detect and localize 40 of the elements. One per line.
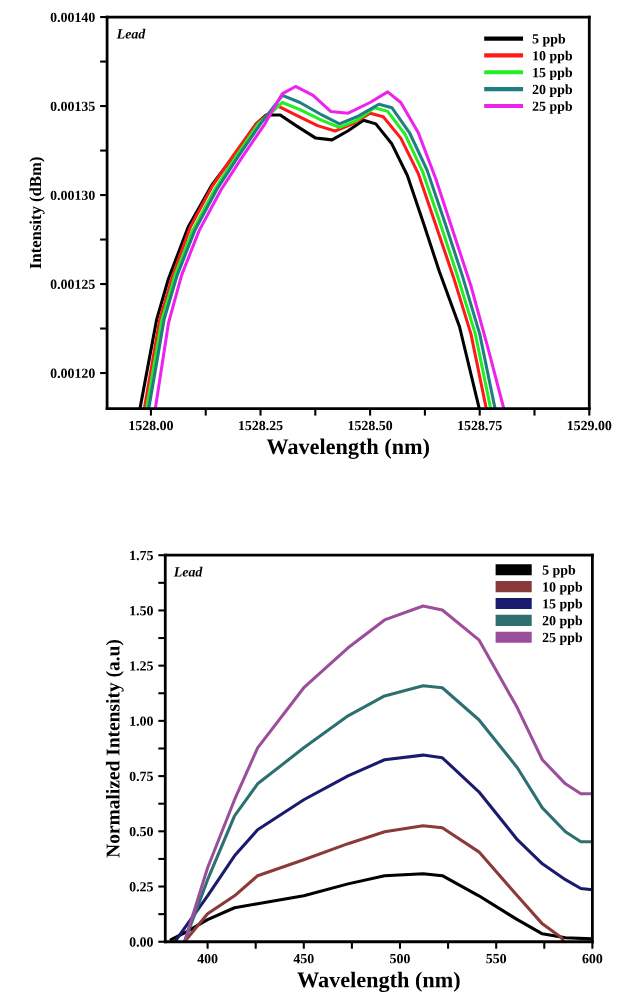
x-axis-title: Wavelength (nm) (266, 438, 429, 459)
y-axis-title: Normalized Intensity (a.u) (105, 639, 124, 858)
y-tick-label: 0.00130 (50, 190, 95, 201)
x-tick-label: 500 (390, 953, 410, 964)
y-tick-label: 0.00135 (50, 101, 95, 112)
y-tick-label: 0.00140 (50, 12, 95, 23)
y-tick-label: 0.00125 (50, 279, 95, 290)
legend-label: 5 ppb (532, 33, 566, 47)
y-tick-label: 0.50 (129, 826, 153, 837)
line-series (173, 753, 593, 942)
y-tick-label: 0.00 (129, 937, 153, 947)
y-tick-label: 0.00120 (50, 368, 95, 379)
legend-label: 25 ppb (542, 632, 583, 645)
legend-label: 20 ppb (542, 615, 583, 629)
y-tick-label: 1.50 (130, 606, 153, 616)
y-tick-label: 1.25 (130, 661, 153, 671)
x-tick-label: 1529.00 (567, 420, 612, 431)
annotation: Lead (173, 566, 203, 577)
x-tick-label: 550 (486, 953, 507, 964)
legend-label: 15 ppb (533, 67, 573, 81)
x-tick-label: 450 (293, 953, 314, 964)
x-tick-label: 600 (582, 953, 603, 964)
y-tick-label: 1.75 (130, 550, 153, 561)
legend-label: 20 ppb (532, 84, 573, 97)
y-tick-label: 0.25 (129, 882, 153, 892)
legend-label: 15 ppb (543, 598, 583, 612)
y-axis-title: Intensity (dBm) (29, 157, 45, 269)
legend-label: 10 ppb (533, 50, 573, 64)
x-axis-title: Wavelength (nm) (297, 971, 460, 993)
x-tick-label: 400 (197, 953, 218, 964)
y-tick-label: 1.00 (130, 716, 153, 726)
legend-label: 10 ppb (543, 581, 583, 595)
x-tick-label: 1528.50 (348, 420, 393, 431)
x-tick-label: 1528.25 (239, 420, 283, 431)
legend-label: 5 ppb (542, 565, 576, 578)
y-tick-label: 0.75 (129, 771, 153, 782)
annotation: Lead (116, 28, 146, 39)
x-tick-label: 1528.00 (129, 420, 173, 431)
x-tick-label: 1528.75 (458, 420, 502, 431)
legend-label: 25 ppb (532, 101, 573, 114)
